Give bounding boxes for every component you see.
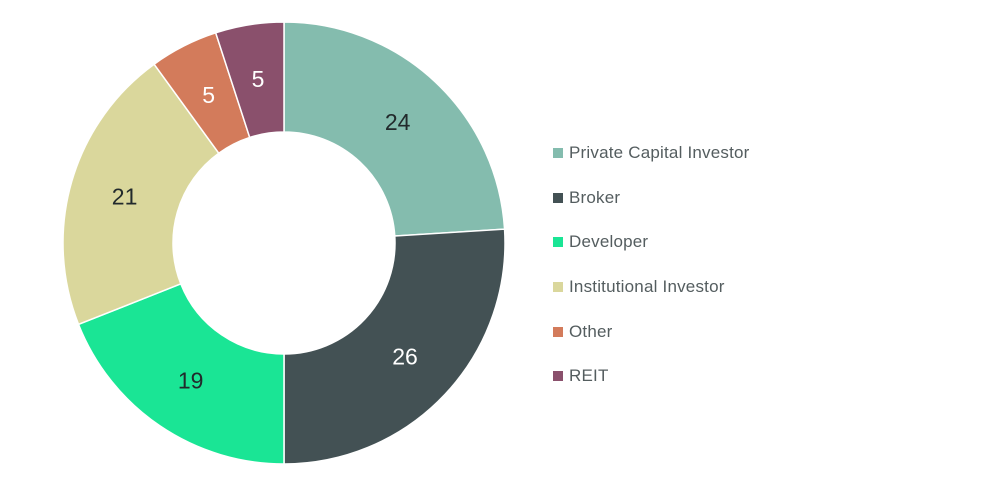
legend-label: REIT xyxy=(569,366,609,386)
legend-item-reit: REIT xyxy=(553,354,750,399)
legend-swatch xyxy=(553,326,563,337)
data-label-broker: 26 xyxy=(392,344,418,370)
legend-swatch xyxy=(553,371,563,382)
slice-labels: 24 26 19 21 5 5 xyxy=(112,66,418,393)
slice-broker xyxy=(283,228,506,465)
slice-reit xyxy=(214,21,285,139)
data-label-other: 5 xyxy=(202,82,215,108)
chart-legend: Private Capital Investor Broker Developer I… xyxy=(553,131,750,399)
data-label-developer: 19 xyxy=(178,367,204,393)
legend-swatch xyxy=(553,237,563,248)
data-label-institutional-investor: 21 xyxy=(112,184,138,210)
legend-label: Other xyxy=(569,321,613,341)
data-label-reit: 5 xyxy=(252,66,265,92)
legend-label: Developer xyxy=(569,232,649,252)
legend-label: Private Capital Investor xyxy=(569,143,750,163)
data-label-private-capital-investor: 24 xyxy=(385,109,411,135)
slice-private-capital-investor xyxy=(283,21,506,237)
legend-item-private-capital-investor: Private Capital Investor xyxy=(553,131,750,176)
legend-swatch xyxy=(553,192,563,203)
legend-item-institutional-investor: Institutional Investor xyxy=(553,265,750,310)
donut-slices xyxy=(62,21,506,465)
legend-swatch xyxy=(553,148,563,159)
legend-swatch xyxy=(553,282,563,293)
legend-label: Institutional Investor xyxy=(569,277,725,297)
legend-item-developer: Developer xyxy=(553,220,750,265)
legend-label: Broker xyxy=(569,187,621,207)
legend-item-other: Other xyxy=(553,309,750,354)
slice-developer xyxy=(77,282,285,465)
legend-item-broker: Broker xyxy=(553,176,750,221)
slice-institutional-investor xyxy=(62,63,220,326)
